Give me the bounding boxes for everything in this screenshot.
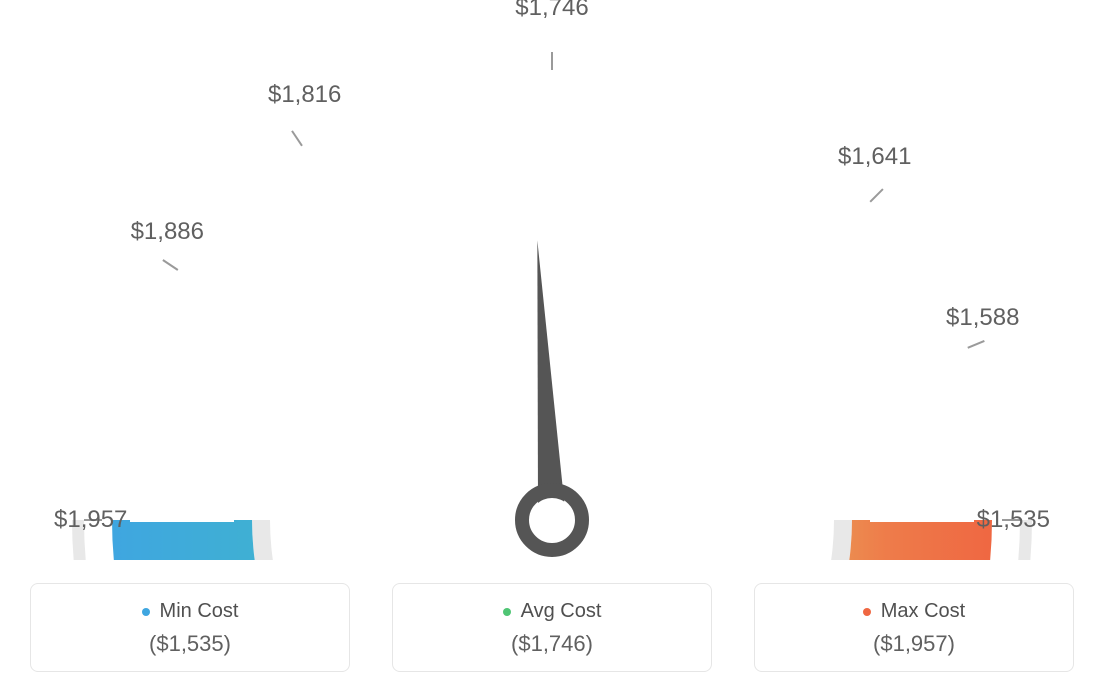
gauge-tick-label: $1,886 xyxy=(131,218,204,246)
gauge-tick-label: $1,535 xyxy=(977,506,1050,534)
legend-dot-min xyxy=(142,608,150,616)
gauge-tick-label: $1,641 xyxy=(838,143,911,171)
legend-label-min: Min Cost xyxy=(160,600,239,623)
legend-card-avg: Avg Cost ($1,746) xyxy=(392,583,712,672)
legend-card-max: Max Cost ($1,957) xyxy=(754,583,1074,672)
legend-row: Min Cost ($1,535) Avg Cost ($1,746) Max … xyxy=(0,583,1104,672)
gauge-svg xyxy=(52,20,1052,560)
gauge-tick-label: $1,588 xyxy=(946,304,1019,332)
legend-value-avg: ($1,746) xyxy=(403,631,701,657)
legend-label-max: Max Cost xyxy=(881,600,965,623)
legend-label-avg: Avg Cost xyxy=(521,600,602,623)
gauge-tick-label: $1,816 xyxy=(268,81,341,109)
legend-card-min: Min Cost ($1,535) xyxy=(30,583,350,672)
legend-dot-max xyxy=(863,608,871,616)
gauge-chart: $1,535$1,588$1,641$1,746$1,816$1,886$1,9… xyxy=(52,20,1052,560)
legend-value-max: ($1,957) xyxy=(765,631,1063,657)
legend-dot-avg xyxy=(503,608,511,616)
gauge-tick-label: $1,746 xyxy=(515,0,588,22)
gauge-tick-label: $1,957 xyxy=(54,506,127,534)
legend-value-min: ($1,535) xyxy=(41,631,339,657)
